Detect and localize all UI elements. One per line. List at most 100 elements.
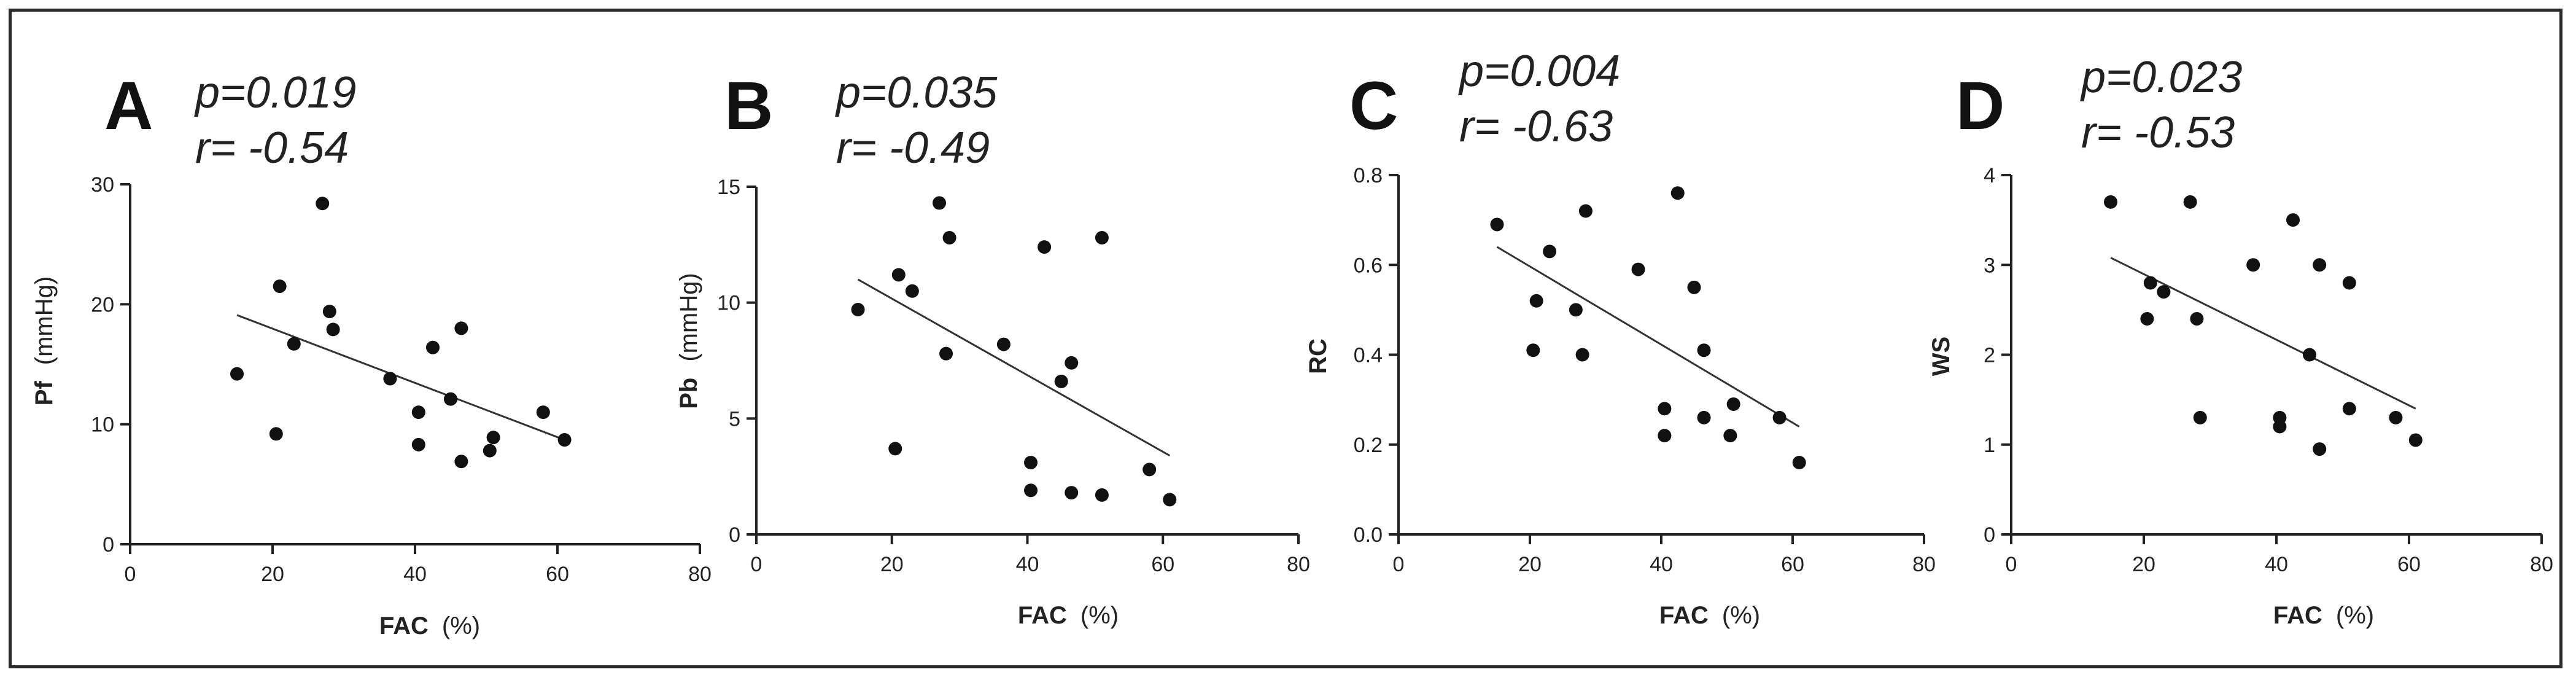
panel-b-y-tick-label: 10 — [717, 292, 740, 315]
panel-d-data-point — [2143, 276, 2157, 290]
panel-c-y-tick-label: 0.2 — [1354, 434, 1383, 457]
panel-b-data-point — [1095, 231, 1109, 245]
panel-d-x-tick-label: 20 — [2132, 553, 2155, 576]
panel-d-data-point — [2389, 410, 2403, 424]
panel-d-y-title: WS — [1928, 337, 1955, 376]
panel-d-data-point — [2193, 410, 2207, 424]
panel-b-plot: 0 20 40 60 80 0 5 10 15 — [717, 176, 1310, 576]
panel-a-letter: A — [104, 68, 153, 144]
panel-b-x-unit: (%) — [1080, 602, 1119, 629]
panel-a-data-point — [536, 405, 550, 420]
panel-c-x-tick-label: 40 — [1650, 553, 1673, 576]
panel-d-y-label: WS — [1928, 337, 1955, 376]
panel-a-plot: 0 20 40 60 80 0 10 20 30 — [91, 173, 712, 586]
panel-a-x-tick-label: 60 — [546, 563, 569, 586]
panel-b-data-point — [851, 302, 865, 316]
panel-c-data-point — [1723, 429, 1737, 443]
panel-a-x-unit: (%) — [442, 612, 480, 639]
panel-d-data-point — [2313, 258, 2327, 272]
panel-d-data-point — [2246, 258, 2260, 272]
panel-d-y-tick-label: 2 — [1984, 344, 1995, 367]
panel-a-regression-line — [236, 314, 565, 441]
panel-a-data-point — [454, 321, 468, 335]
panel-a-data-point — [230, 367, 244, 381]
panel-b: B p=0.035 r= -0.49 0 20 40 60 80 0 5 10 15 Pb (mm… — [675, 68, 1310, 629]
panel-c-regression-line — [1496, 246, 1800, 428]
panel-c-x-tick-label: 60 — [1781, 553, 1804, 576]
panel-d-x-unit: (%) — [2336, 602, 2374, 629]
panel-c-data-point — [1578, 204, 1593, 218]
panel-c-y-tick-label: 0.6 — [1354, 254, 1383, 277]
panel-b-data-point — [1024, 456, 1038, 470]
panel-a-y-title: Pf (mmHg) — [31, 276, 58, 405]
panel-d: D p=0.023 r= -0.53 0 20 40 60 80 0 1 2 3 4 WS FAC… — [1928, 53, 2553, 629]
panel-c-data-point — [1526, 343, 1540, 358]
panel-a-data-point — [557, 433, 572, 447]
panel-a-x-tick-label: 20 — [261, 563, 284, 586]
panel-a-data-point — [454, 455, 468, 469]
panel-c-data-point — [1543, 244, 1557, 259]
panel-c-data-point — [1529, 294, 1543, 308]
panel-b-data-point — [1095, 488, 1109, 502]
panel-a-data-point — [269, 427, 283, 441]
panel-d-regression-line — [2110, 257, 2416, 410]
panel-b-letter: B — [724, 68, 773, 144]
panel-a-data-point — [383, 372, 397, 386]
panel-b-data-point — [933, 196, 947, 210]
panel-c-data-point — [1631, 262, 1645, 276]
panel-c-data-point — [1490, 217, 1504, 232]
panel-b-data-point — [942, 231, 956, 245]
panel-c: C p=0.004 r= -0.63 0 20 40 60 80 0.0 0.2 0.4 0.6… — [1305, 47, 1936, 629]
panel-c-data-point — [1697, 343, 1711, 358]
panel-c-data-point — [1670, 186, 1685, 200]
panel-c-data-point — [1697, 410, 1711, 424]
panel-d-plot: 0 20 40 60 80 0 1 2 3 4 — [1984, 164, 2553, 576]
panel-a-data-point — [326, 322, 340, 337]
panel-b-r-value: r= -0.49 — [836, 123, 990, 173]
panel-d-data-point — [2313, 442, 2327, 456]
panel-b-regression-line — [857, 278, 1171, 457]
panel-c-r-value: r= -0.63 — [1459, 102, 1613, 151]
panel-a: A p=0.019 r= -0.54 0 20 40 60 80 0 10 20 30 Pf (m… — [31, 68, 712, 639]
panel-b-x-tick-label: 0 — [751, 553, 762, 576]
panel-d-letter: D — [1956, 68, 2004, 144]
panel-d-data-point — [2342, 276, 2356, 290]
panel-d-x-tick-label: 80 — [2530, 553, 2553, 576]
panel-c-x-label: FAC — [1659, 602, 1709, 629]
panel-a-y-tick-label: 10 — [91, 413, 114, 437]
panel-c-data-point — [1658, 402, 1672, 416]
panel-d-data-point — [2286, 213, 2300, 227]
panel-d-data-point — [2104, 195, 2117, 209]
figure-border — [9, 9, 2562, 668]
panel-b-data-point — [891, 268, 906, 282]
panel-d-data-point — [2183, 195, 2197, 209]
panel-b-x-tick-label: 20 — [880, 553, 904, 576]
panel-b-y-title: Pb (mmHg) — [675, 273, 702, 409]
panel-c-data-point — [1726, 397, 1740, 411]
panel-a-y-tick-label: 20 — [91, 293, 114, 316]
panel-c-data-point — [1772, 410, 1787, 424]
panel-a-p-value: p=0.019 — [194, 68, 356, 117]
panel-d-x-label: FAC — [2273, 602, 2322, 629]
panel-b-y-tick-label: 0 — [729, 523, 740, 547]
panel-c-data-point — [1792, 456, 1806, 469]
panel-a-x-tick-label: 0 — [125, 563, 136, 586]
panel-b-x-label: FAC — [1018, 602, 1067, 629]
panel-d-y-tick-label: 0 — [1984, 523, 1995, 547]
panel-c-x-tick-label: 20 — [1518, 553, 1542, 576]
panel-a-data-point — [483, 444, 497, 458]
panel-a-y-label: Pf — [31, 381, 58, 406]
panel-a-data-point — [322, 305, 336, 319]
panel-a-data-point — [273, 279, 287, 294]
panel-b-y-tick-label: 15 — [717, 176, 740, 199]
panel-c-plot: 0 20 40 60 80 0.0 0.2 0.4 0.6 0.8 — [1354, 164, 1936, 576]
panel-c-data-point — [1687, 280, 1701, 294]
panel-c-y-tick-label: 0.0 — [1354, 523, 1383, 547]
panel-b-x-tick-label: 60 — [1151, 553, 1174, 576]
panel-c-data-point — [1575, 348, 1589, 362]
panel-a-data-point — [486, 431, 500, 445]
panel-d-p-value: p=0.023 — [2080, 53, 2242, 102]
panel-c-y-tick-label: 0.4 — [1354, 344, 1383, 367]
panel-b-data-point — [1038, 240, 1052, 254]
